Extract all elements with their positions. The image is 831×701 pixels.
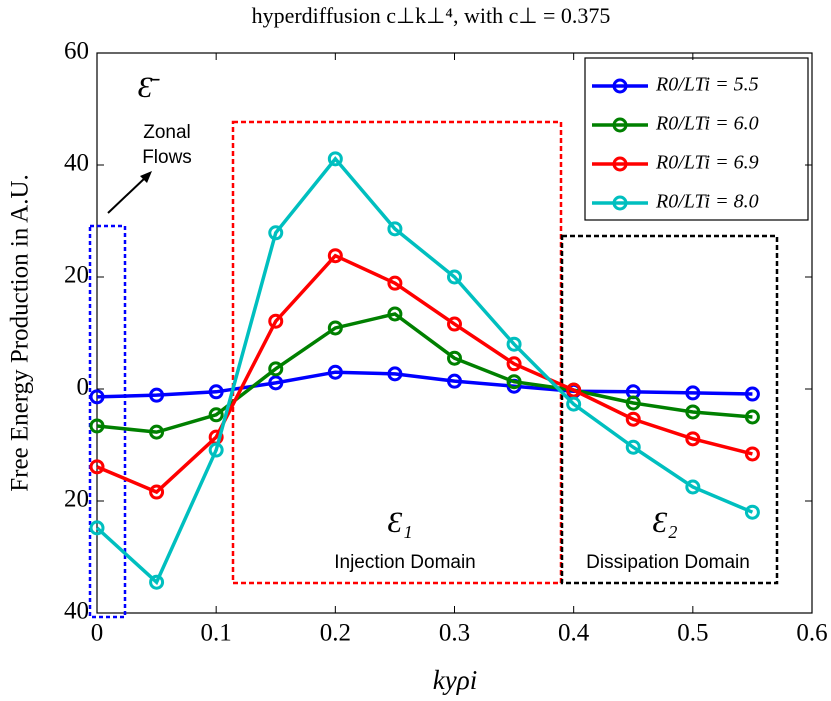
x-axis-label: kyρi	[433, 665, 477, 695]
injection-box	[231, 120, 563, 585]
annotation: Injection Domain	[334, 552, 476, 573]
x-tick-label: 0.5	[677, 620, 708, 647]
point	[685, 385, 701, 401]
x-tick-label: 0.2	[320, 620, 351, 647]
point	[208, 384, 224, 400]
x-tick-label: 0.3	[439, 620, 470, 647]
y-tick-label: 20	[64, 262, 89, 289]
point	[149, 484, 165, 500]
y-tick-label: 60	[64, 38, 89, 65]
y-tick-label: 40	[64, 598, 89, 625]
point	[208, 442, 224, 458]
legend-marker	[612, 78, 628, 94]
point	[149, 424, 165, 440]
series-line	[96, 312, 753, 434]
x-tick-label: 0.6	[796, 620, 827, 647]
legend-label: R0/LTi = 6.9	[655, 152, 759, 174]
point	[506, 336, 522, 352]
arrow-head	[140, 171, 152, 183]
arrow	[107, 176, 147, 214]
legend-label: R0/LTi = 8.0	[655, 191, 759, 213]
point	[327, 151, 343, 167]
point	[149, 387, 165, 403]
y-tick-label: 20	[64, 486, 89, 513]
point	[447, 316, 462, 332]
point	[685, 479, 701, 495]
point	[685, 404, 701, 420]
point	[447, 269, 462, 285]
annotation: Dissipation Domain	[586, 552, 750, 573]
point	[327, 248, 343, 264]
point	[387, 306, 403, 322]
series-line	[95, 156, 754, 586]
annotation: Ɛ̄	[138, 71, 161, 104]
legend-label: R0/LTi = 5.5	[655, 74, 759, 96]
point	[89, 520, 105, 536]
point	[744, 446, 760, 462]
x-tick-label: 0.4	[558, 620, 590, 647]
point	[744, 409, 760, 425]
point	[506, 374, 522, 390]
point	[625, 395, 641, 411]
point	[744, 504, 760, 520]
legend-marker	[612, 156, 628, 172]
y-axis-label: Free Energy Production in A.U.	[7, 174, 34, 492]
point	[566, 396, 582, 412]
y-tick-label: 40	[64, 150, 89, 177]
point	[268, 361, 284, 377]
chart-title: hyperdiffusion c⊥k⊥⁴, with c⊥ = 0.375	[252, 3, 611, 28]
point	[387, 366, 403, 382]
point	[387, 221, 403, 237]
point	[387, 275, 403, 291]
annotation: Zonal	[143, 122, 191, 143]
annotation: Flows	[142, 147, 192, 168]
point	[447, 350, 462, 366]
annotation: Ɛ₁	[387, 506, 412, 539]
x-tick-label: 0	[91, 620, 104, 647]
point	[149, 574, 165, 590]
series-line	[96, 253, 753, 495]
point	[89, 418, 105, 434]
point	[327, 364, 343, 380]
point	[268, 313, 284, 329]
point	[89, 389, 105, 405]
point	[268, 375, 284, 391]
point	[89, 459, 105, 475]
point	[327, 320, 343, 336]
legend-marker	[612, 117, 628, 133]
point	[506, 356, 522, 372]
zonal-box	[88, 224, 127, 619]
legend-label: R0/LTi = 6.0	[655, 113, 759, 135]
y-tick-label: 0	[77, 374, 90, 401]
annotation: Ɛ₂	[652, 506, 677, 539]
point	[447, 373, 462, 389]
series-line	[96, 370, 753, 399]
dissipation-box	[560, 234, 779, 585]
point	[744, 386, 760, 402]
point	[268, 225, 284, 241]
x-tick-label: 0.1	[201, 620, 232, 647]
legend-marker	[612, 195, 628, 211]
point	[685, 431, 701, 447]
point	[566, 382, 582, 398]
point	[208, 407, 224, 423]
point	[625, 439, 641, 455]
point	[625, 411, 641, 427]
